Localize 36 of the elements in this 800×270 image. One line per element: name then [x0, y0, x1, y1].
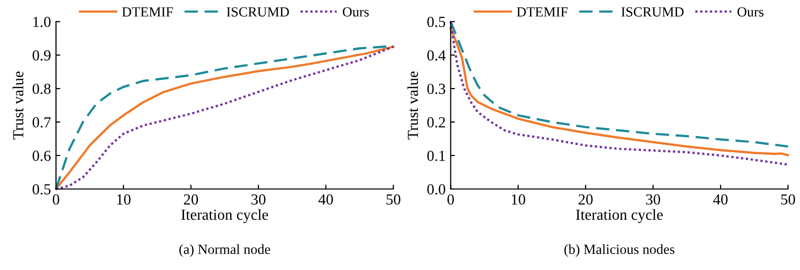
y-tick-label: 0.4	[427, 50, 446, 61]
legend-label: ISCRUMD	[226, 7, 289, 17]
y-axis-title: Trust value	[12, 72, 24, 140]
x-tick-label: 0	[447, 194, 454, 205]
x-tick-label: 0	[52, 194, 60, 205]
legend-label: DTEMIF	[122, 7, 173, 16]
y-tick-label: 0.2	[427, 117, 445, 128]
x-tick-label: 50	[386, 194, 400, 205]
y-tick-label: 1.0	[33, 16, 51, 28]
y-tick-label: 0.7	[32, 117, 51, 128]
x-tick-label: 40	[318, 194, 333, 205]
y-tick-label: 0.3	[427, 84, 446, 94]
x-tick-label: 30	[646, 194, 660, 205]
x-tick-label: 50	[781, 194, 796, 205]
x-tick-label: 10	[117, 194, 131, 205]
y-tick-label: 0.8	[32, 84, 51, 94]
legend-label: ISCRUMD	[621, 7, 684, 17]
text: (b) Malicious nodes	[564, 244, 674, 257]
y-tick-label: 0.1	[427, 150, 445, 162]
y-tick-label: 0.0	[427, 184, 446, 195]
y-tick-label: 0.6	[32, 150, 51, 162]
x-axis-title: Iteration cycle	[576, 209, 663, 224]
x-axis-title: Iteration cycle	[181, 209, 268, 224]
legend-label: Ours	[342, 7, 369, 17]
y-tick-label: 0.9	[32, 50, 51, 61]
text: (a) Normal node	[179, 244, 270, 257]
y-tick-label: 0.5	[32, 184, 51, 195]
x-tick-label: 30	[251, 194, 266, 205]
x-tick-label: 40	[713, 194, 728, 205]
legend-label: Ours	[738, 7, 764, 17]
x-tick-label: 10	[512, 194, 526, 205]
x-tick-label: 20	[184, 194, 198, 205]
y-axis-title: Trust value	[407, 72, 418, 140]
x-tick-label: 20	[578, 194, 593, 205]
y-tick-label: 0.5	[427, 16, 446, 28]
legend-label: DTEMIF	[516, 7, 568, 16]
